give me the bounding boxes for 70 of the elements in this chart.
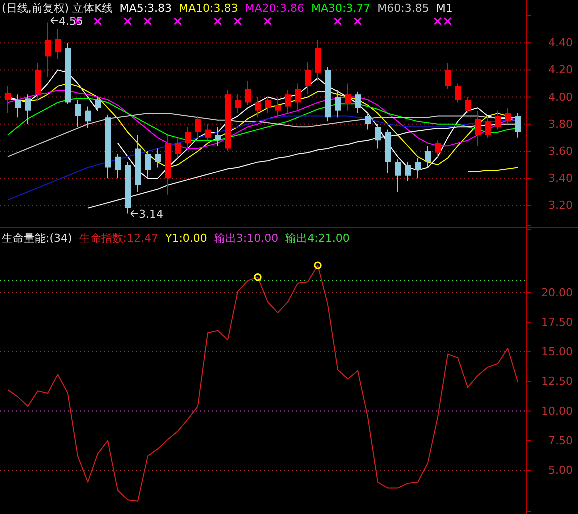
line-series: [8, 265, 518, 502]
candlestick: [95, 96, 101, 112]
y-tick-label: 4.00: [548, 90, 573, 104]
y-tick-label: 7.50: [548, 434, 573, 448]
candlestick: [185, 126, 191, 150]
candlestick: [495, 110, 501, 130]
y-tick-label: 4.20: [548, 64, 573, 77]
chart-title: (日线,前复权) 立体K线: [2, 2, 113, 15]
ref-line-label: 输出3:10.00: [214, 232, 279, 245]
candlestick: [85, 106, 91, 129]
candlestick: [305, 62, 311, 96]
text: M60:3.85: [378, 2, 430, 15]
candlestick: [335, 90, 341, 118]
y-tick-label: 3.80: [548, 118, 573, 131]
candlestick: [195, 116, 201, 138]
candlestick: [515, 113, 521, 138]
candlestick: [285, 90, 291, 114]
candlestick: [155, 148, 161, 168]
candlestick: [45, 22, 51, 78]
y-tick-label: 15.00: [542, 346, 573, 359]
chart-title: 生命量能:(34): [2, 232, 72, 245]
candlestick: [465, 96, 471, 114]
candlestick: [485, 116, 491, 138]
candlestick: [205, 124, 211, 142]
candlestick: [255, 96, 261, 118]
text: M1: [436, 2, 453, 15]
candlestick: [375, 124, 381, 150]
candlestick: [235, 94, 241, 114]
y-tick-label: 12.50: [542, 375, 573, 388]
ref-line-label: 输出4:21.00: [286, 232, 350, 245]
candlestick: [365, 113, 371, 130]
candlestick: [425, 146, 431, 168]
y-tick-label: 5.00: [548, 464, 573, 478]
candlestick: [5, 86, 11, 114]
candlestick: [275, 96, 281, 117]
candlestick: [355, 91, 361, 114]
y-tick-label: 4.40: [548, 36, 573, 50]
candlestick: [395, 159, 401, 193]
candlestick: [215, 126, 221, 147]
candlestick: [345, 83, 351, 112]
candlestick: [475, 110, 481, 147]
candlestick: [435, 140, 441, 158]
candlestick: [55, 29, 61, 60]
candlestick: [445, 62, 451, 90]
y-tick-label: 3.20: [548, 199, 573, 212]
candlestick: [455, 83, 461, 104]
text: Y1:0.00: [164, 232, 208, 245]
candlestick: [25, 94, 31, 125]
text: 生命指数:12.47: [79, 232, 158, 245]
candlestick: [75, 100, 81, 128]
y-tick-label: 17.50: [542, 316, 573, 329]
y-tick-label: 10.00: [542, 404, 573, 418]
y-tick-label: 20.00: [542, 286, 573, 300]
annotation: 3.14: [139, 208, 164, 221]
candlestick: [405, 162, 411, 182]
candlestick: [295, 83, 301, 112]
candlestick: [505, 108, 511, 125]
candlestick: [145, 150, 151, 180]
candlestick: [15, 94, 21, 118]
y-tick-label: 3.60: [548, 145, 573, 158]
candlestick: [415, 158, 421, 180]
candlestick: [115, 154, 121, 180]
text: MA20:3.86: [245, 2, 304, 15]
candlestick: [265, 96, 271, 114]
y-tick-label: 3.40: [548, 172, 573, 186]
text: MA30:3.77: [311, 2, 371, 15]
text: MA10:3.83: [179, 2, 238, 15]
candlestick: [175, 137, 181, 159]
text: MA5:3.83: [120, 2, 172, 15]
candlestick: [245, 80, 251, 106]
